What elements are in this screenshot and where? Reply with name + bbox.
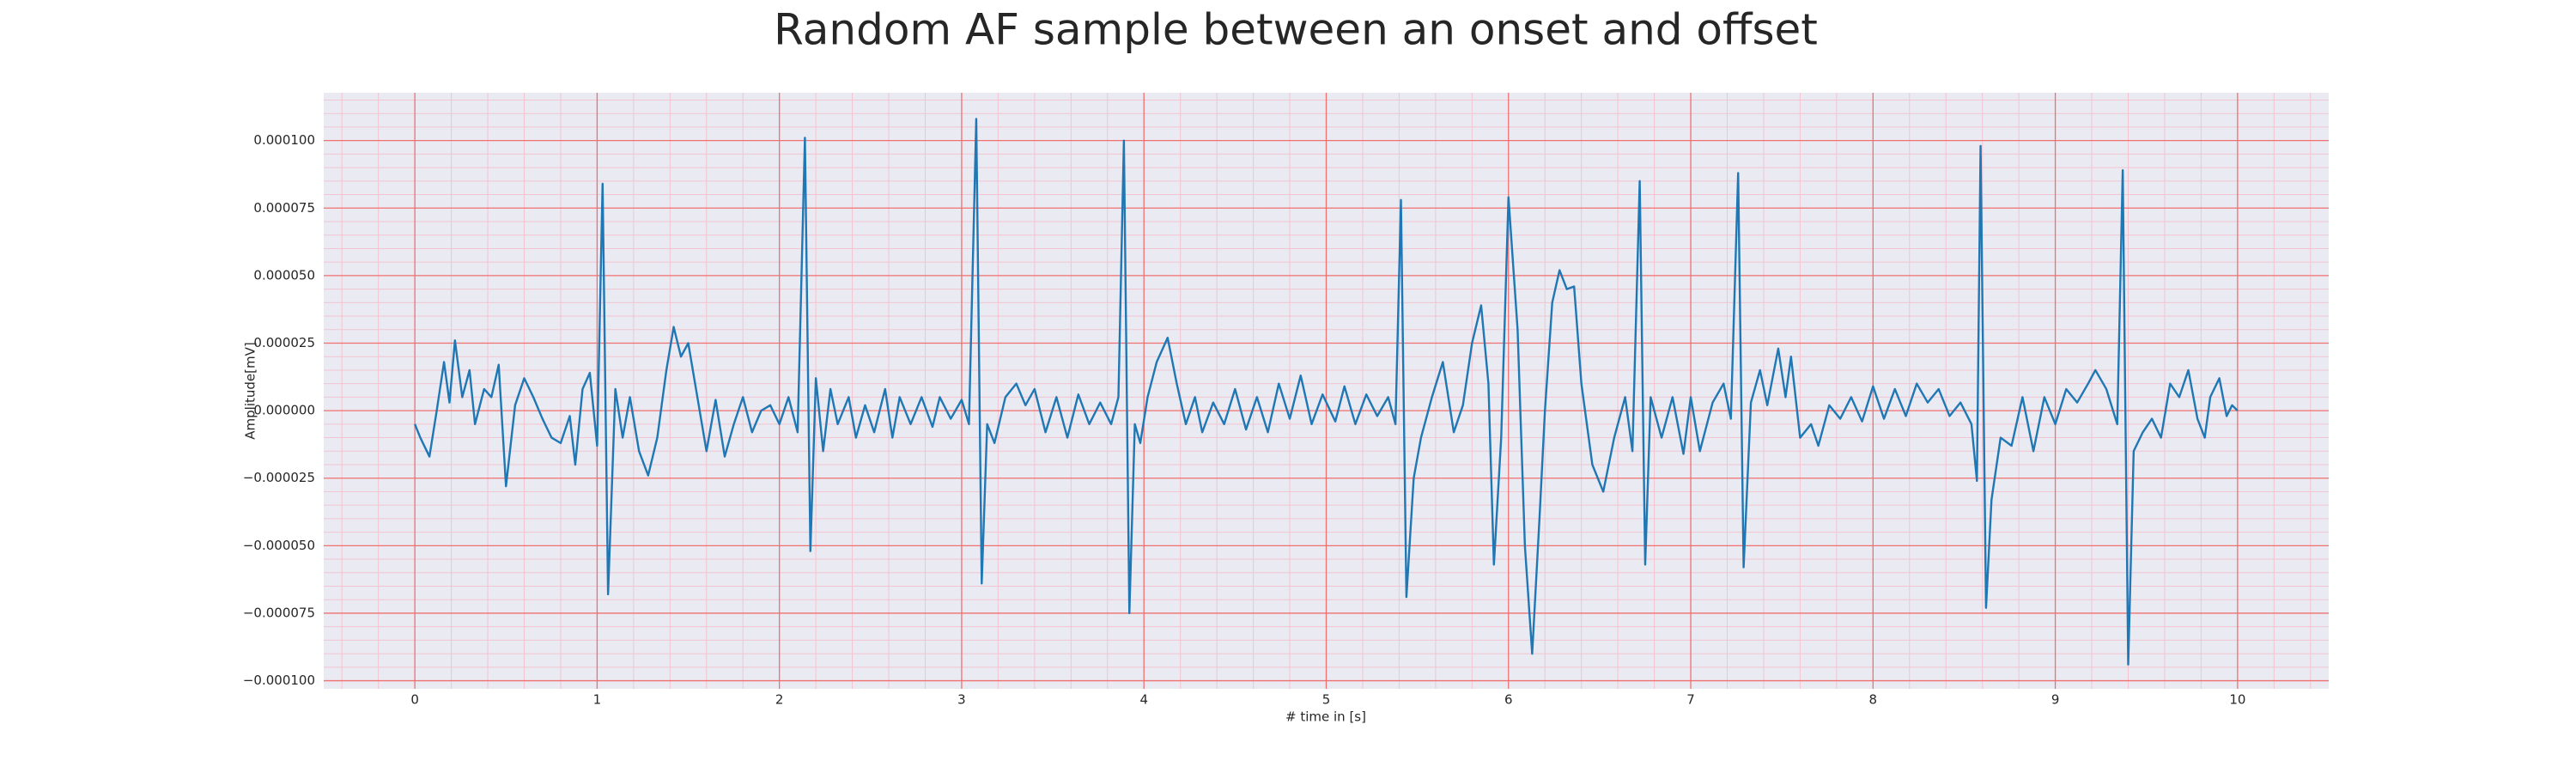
x-tick-label: 4 — [1139, 692, 1148, 708]
x-tick-label: 9 — [2051, 692, 2060, 708]
x-tick-label: 3 — [957, 692, 966, 708]
y-tick-label: 0.000000 — [253, 403, 315, 418]
chart-title: Random AF sample between an onset and of… — [774, 5, 1818, 55]
y-tick-label: −0.000100 — [243, 673, 315, 688]
x-tick-label: 5 — [1322, 692, 1331, 708]
y-tick-label: −0.000075 — [243, 605, 315, 620]
y-tick-label: 0.000050 — [253, 267, 315, 283]
x-tick-label: 6 — [1504, 692, 1513, 708]
y-tick-label: 0.000100 — [253, 132, 315, 148]
x-tick-label: 1 — [593, 692, 602, 708]
signal-line — [414, 118, 2239, 666]
x-tick-label: 2 — [775, 692, 784, 708]
y-tick-label: 0.000075 — [253, 200, 315, 216]
y-tick-label: 0.000025 — [253, 335, 315, 350]
x-tick-label: 0 — [410, 692, 419, 708]
y-axis-label: Amplitude[mV] — [243, 342, 258, 439]
y-tick-label: −0.000025 — [243, 470, 315, 485]
x-tick-label: 10 — [2229, 692, 2245, 708]
y-tick-label: −0.000050 — [243, 538, 315, 553]
x-tick-label: 8 — [1869, 692, 1878, 708]
x-tick-label: 7 — [1686, 692, 1695, 708]
x-axis-label: # time in [s] — [1285, 709, 1366, 725]
